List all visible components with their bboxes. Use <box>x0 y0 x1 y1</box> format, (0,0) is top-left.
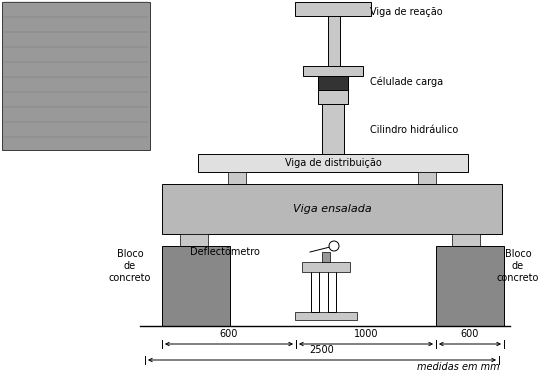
Bar <box>418 172 436 184</box>
Bar <box>328 16 340 66</box>
Text: Célulade carga: Célulade carga <box>370 77 443 87</box>
Bar <box>328 270 336 312</box>
Text: 600: 600 <box>220 329 238 339</box>
Text: Bloco
de
concreto: Bloco de concreto <box>109 249 151 283</box>
Bar <box>452 234 480 246</box>
Bar <box>322 104 344 154</box>
Text: Viga ensalada: Viga ensalada <box>293 204 372 214</box>
Bar <box>302 262 350 272</box>
Text: Deflectômetro: Deflectômetro <box>190 247 260 257</box>
Bar <box>2 2 150 150</box>
Circle shape <box>329 241 339 251</box>
Text: 1000: 1000 <box>354 329 378 339</box>
Bar <box>311 270 319 312</box>
Bar <box>162 184 502 234</box>
Text: 2500: 2500 <box>309 345 334 355</box>
Bar <box>295 2 371 16</box>
Bar <box>318 76 348 104</box>
Text: Bloco
de
concreto: Bloco de concreto <box>497 249 539 283</box>
Bar <box>228 172 246 184</box>
Text: Viga de distribuição: Viga de distribuição <box>285 158 381 168</box>
Text: medidas em mm: medidas em mm <box>417 362 500 372</box>
Bar <box>180 234 208 246</box>
Bar <box>295 312 357 320</box>
Text: Viga de reação: Viga de reação <box>370 7 443 17</box>
Bar <box>436 246 504 326</box>
Bar <box>322 252 330 262</box>
Bar <box>162 246 230 326</box>
Bar <box>303 66 363 76</box>
Bar <box>198 154 468 172</box>
Bar <box>318 76 348 90</box>
Text: Cilindro hidráulico: Cilindro hidráulico <box>370 125 458 135</box>
Text: 600: 600 <box>461 329 479 339</box>
